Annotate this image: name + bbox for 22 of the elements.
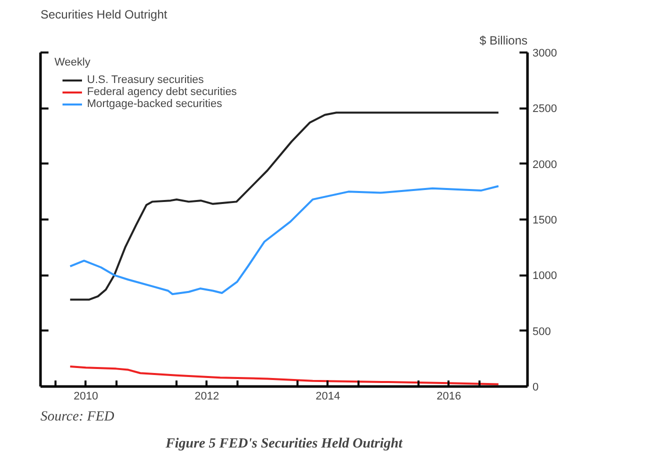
y-tick-label: 2000 [532, 158, 557, 171]
line-series [69, 112, 500, 301]
line-series [69, 365, 500, 386]
legend-label: Mortgage-backed securities [87, 98, 222, 110]
caption: Figure 5 FED's Securities Held Outright [164, 436, 404, 452]
y-tick-label: 0 [532, 382, 539, 394]
y-axis-title: $ Billions [479, 34, 528, 48]
chart-title: Securities Held Outright [40, 8, 168, 22]
y-tick-label: 500 [532, 326, 551, 338]
legend-label: Federal agency debt securities [87, 86, 237, 98]
x-tick-label: 2016 [436, 390, 462, 402]
source-note: Source: FED [40, 410, 114, 424]
chart-subtitle: Weekly [54, 56, 91, 68]
y-tick-label: 1500 [532, 214, 557, 226]
x-tick-label: 2012 [194, 390, 220, 402]
y-tick-label: 3000 [532, 48, 557, 60]
y-tick-label: 2500 [532, 103, 557, 116]
line-series [69, 185, 500, 296]
x-tick-label: 2014 [316, 390, 340, 402]
x-tick-label: 2010 [74, 390, 98, 402]
y-tick-label: 1000 [532, 270, 557, 282]
legend-label: U.S. Treasury securities [87, 74, 204, 86]
